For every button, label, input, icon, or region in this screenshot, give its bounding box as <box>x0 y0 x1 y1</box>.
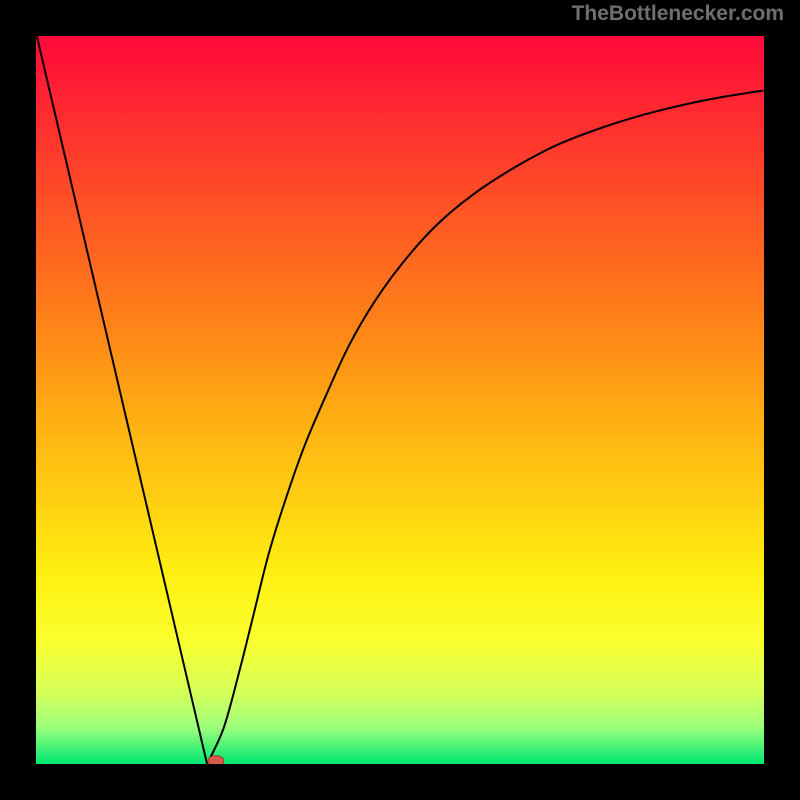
plot-area <box>36 36 764 764</box>
trough-marker <box>208 756 224 764</box>
curve-layer <box>36 36 764 764</box>
right-curve <box>207 91 762 764</box>
left-line <box>36 36 207 764</box>
watermark-text: TheBottlenecker.com <box>572 2 784 26</box>
